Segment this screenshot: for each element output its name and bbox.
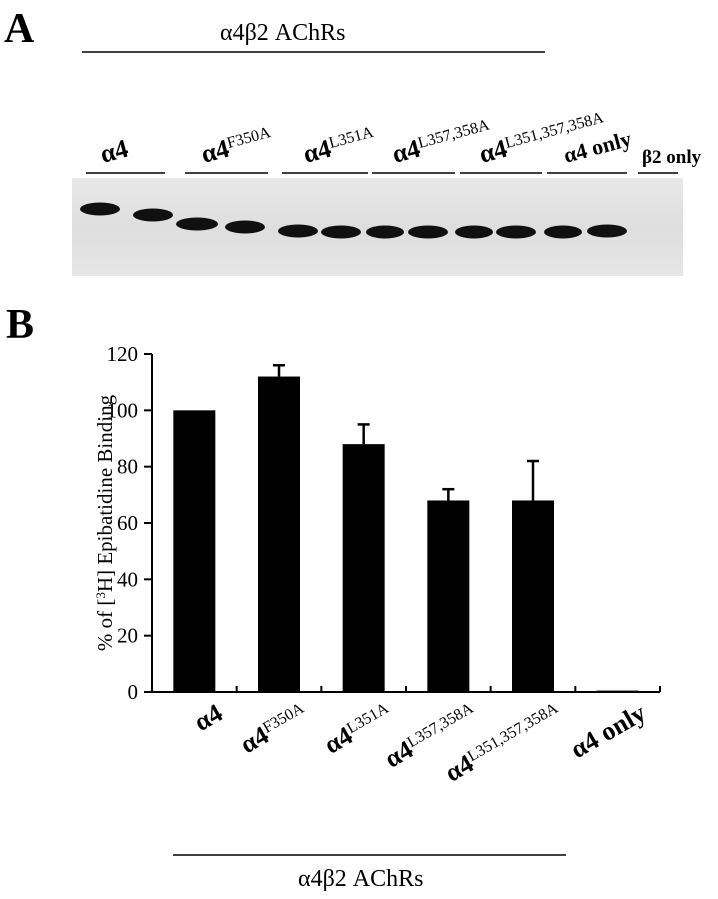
blot-band <box>544 225 582 239</box>
bar <box>342 444 385 692</box>
lane-label-superscript: F350A <box>225 123 273 151</box>
blot-band <box>133 208 173 222</box>
lane-label: α4F350A <box>198 122 275 169</box>
y-tick-label: 80 <box>117 455 138 479</box>
lane-label: α4L351A <box>300 122 378 169</box>
blot-band <box>225 220 265 234</box>
blot-band <box>176 217 218 231</box>
lane-label: α4 <box>97 134 131 169</box>
y-tick-label: 40 <box>117 567 138 591</box>
x-tick-label-superscript: L351,357,358A <box>464 699 561 765</box>
bar <box>258 376 300 692</box>
panel-b-letter: B <box>6 302 34 348</box>
lane-label: β2 only <box>642 147 702 168</box>
x-tick-label-superscript: L357,358A <box>404 699 476 751</box>
blot-band <box>321 225 361 239</box>
blot-bands <box>80 202 627 239</box>
blot-band <box>408 225 448 239</box>
lane-labels: α4 α4F350A α4L351A α4L357,358Aα4L351,357,35… <box>97 109 702 169</box>
bar <box>427 500 470 692</box>
y-tick-label: 120 <box>107 342 139 366</box>
lane-label-base: α4 <box>97 134 131 169</box>
panel-a-letter: A <box>4 6 35 52</box>
x-tick-label-superscript: L351A <box>344 699 392 737</box>
x-tick-labels: α4α4F350Aα4L351Aα4L357,358Aα4L351,357,35… <box>189 698 651 788</box>
panel-b-bracket-label: α4β2 AChRs <box>298 866 423 892</box>
x-tick-label: α4 only <box>565 698 650 764</box>
y-axis: 0 20 40 60 80 100 120 <box>107 342 153 704</box>
x-tick-label-superscript: F350A <box>260 699 307 736</box>
bars <box>173 364 639 692</box>
lane-label-superscript: only <box>662 147 702 168</box>
y-tick-label: 20 <box>117 624 138 648</box>
blot-band <box>587 224 627 238</box>
lane-label-superscript: L351A <box>327 123 376 151</box>
bar <box>596 690 639 692</box>
lane-label-superscript: only <box>583 126 634 162</box>
blot-band <box>496 225 536 239</box>
blot-band <box>366 225 404 239</box>
blot-band <box>455 225 493 239</box>
bar <box>512 500 554 692</box>
x-tick-label: α4 <box>189 698 227 737</box>
blot-band <box>80 202 120 216</box>
x-tick-label-base: α4 only <box>565 698 650 764</box>
y-tick-label: 0 <box>128 680 139 704</box>
x-axis <box>152 686 661 693</box>
y-tick-label: 60 <box>117 511 138 535</box>
blot-band <box>278 224 318 238</box>
y-axis-title: % of [3H] Epibatidine Binding <box>93 394 118 651</box>
y-tick-label: 100 <box>107 398 139 422</box>
panel-a-bracket-label: α4β2 AChRs <box>220 20 345 46</box>
x-tick-label-base: α4 <box>189 698 227 737</box>
x-tick-label: α4F350A <box>235 698 312 759</box>
bar <box>173 410 216 692</box>
lane-label-base: β2 <box>642 147 662 168</box>
